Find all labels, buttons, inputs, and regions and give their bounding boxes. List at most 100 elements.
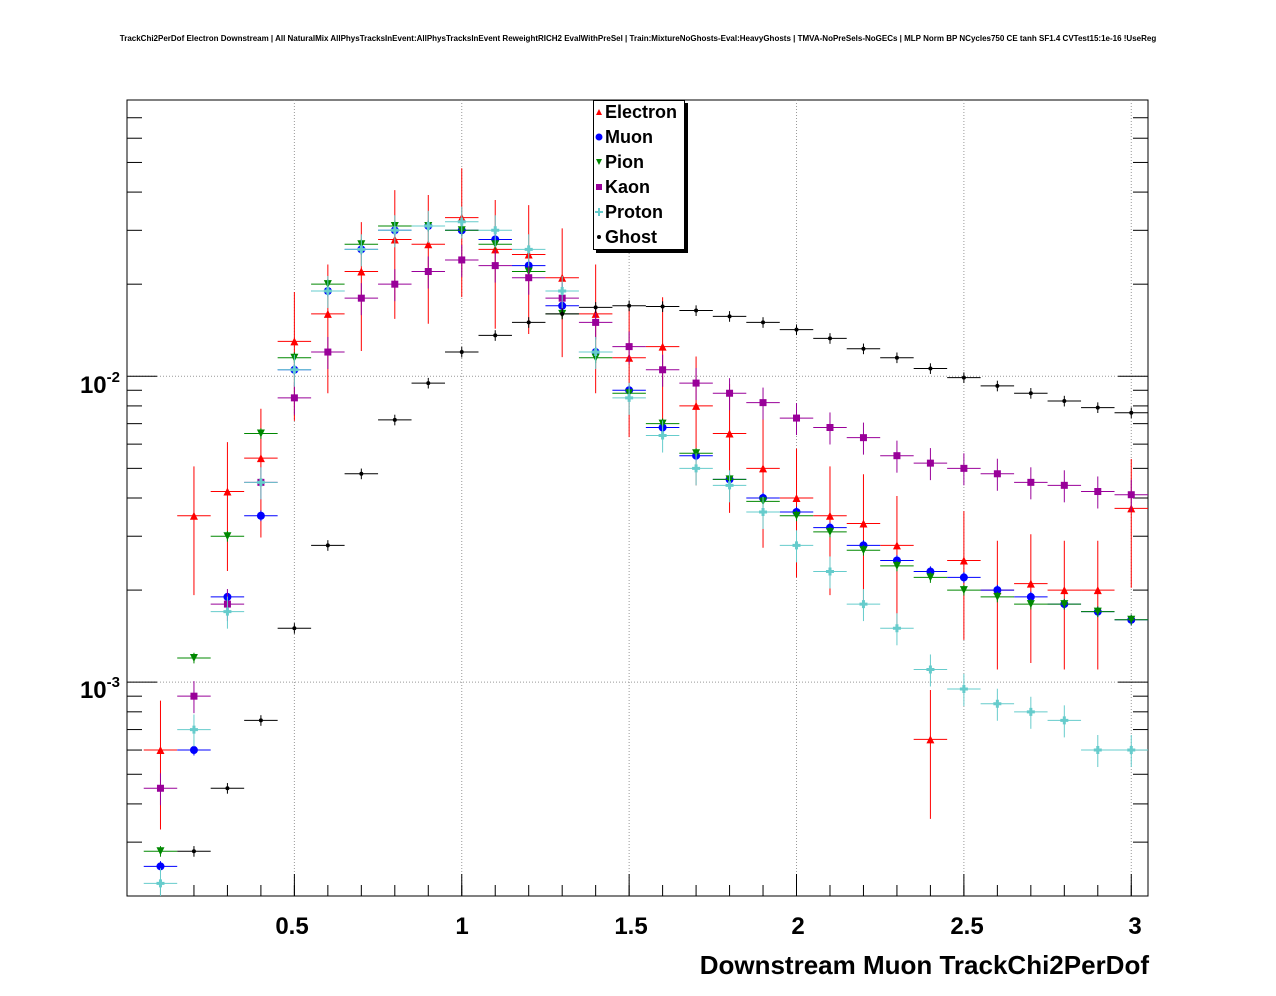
data-point-ghost [593, 305, 598, 310]
data-point-kaon [190, 692, 198, 700]
data-point-electron [290, 337, 299, 346]
data-point-kaon [324, 348, 332, 356]
data-point-proton [959, 684, 968, 693]
data-point-kaon [1060, 481, 1068, 489]
legend-label: Pion [605, 152, 644, 172]
data-point-proton [390, 226, 399, 235]
data-point-muon [189, 746, 198, 755]
data-point-electron [1093, 586, 1102, 595]
data-point-proton [189, 725, 198, 734]
legend-entry-kaon: Kaon [594, 176, 684, 201]
data-point-kaon [357, 294, 365, 302]
data-point-proton [223, 607, 232, 616]
data-point-kaon [525, 274, 533, 282]
data-point-ghost [928, 366, 933, 371]
data-point-pion [189, 653, 198, 662]
data-point-proton [892, 624, 901, 633]
data-point-kaon [1027, 478, 1035, 486]
data-point-kaon [491, 262, 499, 270]
data-point-ghost [1062, 399, 1067, 404]
legend-entry-pion: Pion [594, 151, 684, 176]
data-point-proton [290, 365, 299, 374]
data-point-pion [256, 429, 265, 438]
data-point-electron [825, 511, 834, 520]
data-point-electron [323, 309, 332, 318]
data-point-pion [859, 546, 868, 555]
data-point-proton [759, 507, 768, 516]
legend-entry-ghost: Ghost [594, 226, 684, 251]
data-point-ghost [827, 336, 832, 341]
plot-title: TrackChi2PerDof Electron Downstream | Al… [119, 34, 1157, 43]
data-point-kaon [859, 434, 867, 442]
data-point-electron [156, 746, 165, 755]
data-point-proton [591, 348, 600, 357]
data-point-proton [256, 478, 265, 487]
data-point-proton [156, 879, 165, 888]
x-axis-title: Downstream Muon TrackChi2PerDof [699, 950, 1149, 980]
data-point-pion [223, 532, 232, 541]
data-point-ghost [258, 718, 263, 723]
data-point-kaon [424, 268, 432, 276]
data-point-kaon [960, 464, 968, 472]
data-point-ghost [459, 350, 464, 355]
data-point-ghost [727, 314, 732, 319]
data-point-ghost [660, 304, 665, 309]
legend-entry-proton: Proton [594, 201, 684, 226]
data-point-ghost [694, 308, 699, 313]
data-point-kaon [759, 399, 767, 407]
legend-label: Muon [605, 127, 653, 147]
data-point-electron [223, 487, 232, 496]
data-point-kaon [993, 470, 1001, 478]
data-point-pion [1093, 607, 1102, 616]
data-point-electron [759, 464, 768, 473]
y-tick-label: 10-2 [80, 369, 120, 399]
data-point-ghost [359, 471, 364, 476]
triangle-down-icon [596, 159, 602, 165]
data-point-electron [859, 519, 868, 528]
data-point-ghost [560, 311, 565, 316]
data-point-pion [1060, 600, 1069, 609]
data-point-electron [725, 429, 734, 438]
triangle-up-icon [596, 109, 602, 115]
data-point-proton [323, 286, 332, 295]
tick-labels: 0.5 1 1.5 2 2.5 3 10-3 10-2 [80, 369, 1142, 940]
data-point-muon [256, 511, 265, 520]
data-point-proton [859, 600, 868, 609]
data-point-kaon [458, 256, 466, 264]
data-point-kaon [1094, 488, 1102, 496]
x-tick-label: 1 [455, 913, 468, 940]
data-point-ghost [861, 346, 866, 351]
data-point-electron [256, 454, 265, 463]
data-point-electron [926, 735, 935, 744]
data-point-kaon [156, 784, 164, 792]
data-point-muon [959, 573, 968, 582]
data-point-electron [959, 556, 968, 565]
data-point-ghost [995, 383, 1000, 388]
data-point-proton [1093, 746, 1102, 755]
data-point-ghost [1028, 391, 1033, 396]
data-point-electron [424, 240, 433, 249]
x-tick-label: 1.5 [614, 913, 647, 940]
data-point-proton [491, 226, 500, 235]
data-point-ghost [292, 626, 297, 631]
x-tick-label: 2.5 [950, 913, 983, 940]
legend-label: Kaon [605, 177, 650, 197]
legend: Electron Muon Pion Kaon Proton Ghost [593, 100, 685, 250]
data-point-kaon [391, 280, 399, 288]
data-point-pion [1026, 600, 1035, 609]
x-tick-label: 3 [1128, 913, 1141, 940]
data-point-electron [692, 401, 701, 410]
dot-icon [597, 235, 601, 239]
data-point-ghost [225, 786, 230, 791]
legend-label: Proton [605, 202, 663, 222]
data-point-kaon [1127, 491, 1135, 499]
data-point-ghost [761, 320, 766, 325]
data-point-ghost [961, 375, 966, 380]
data-point-pion [892, 561, 901, 570]
data-point-proton [792, 541, 801, 550]
x-tick-label: 2 [791, 913, 804, 940]
data-point-muon [1026, 592, 1035, 601]
legend-label: Electron [605, 102, 678, 122]
data-point-kaon [625, 343, 633, 351]
